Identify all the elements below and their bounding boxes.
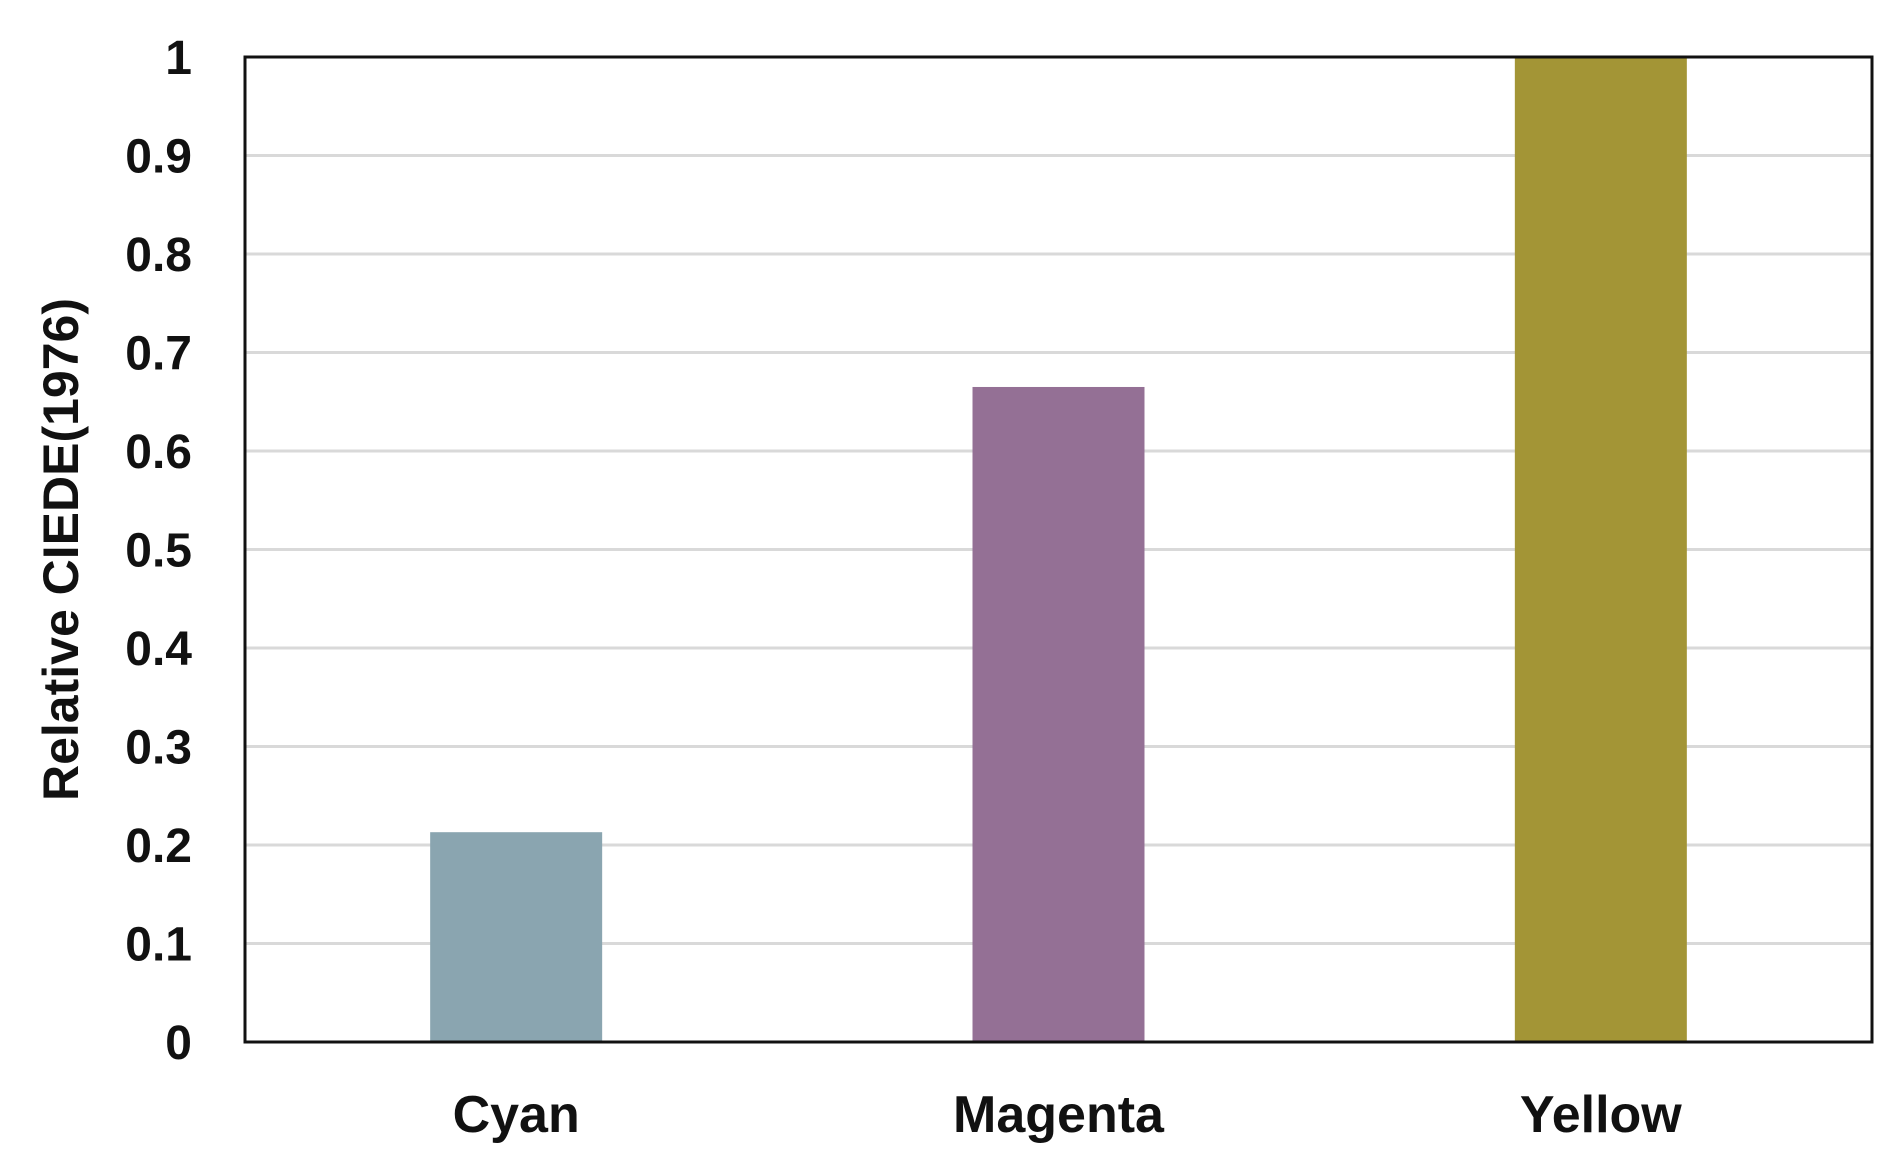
y-tick-label: 0.5 bbox=[125, 525, 192, 578]
bars bbox=[430, 57, 1687, 1043]
y-tick-label: 0 bbox=[165, 1017, 192, 1070]
y-tick-label: 0.1 bbox=[125, 919, 192, 972]
y-tick-label: 0.7 bbox=[125, 328, 192, 381]
y-axis-label: Relative CIEDE(1976) bbox=[33, 298, 89, 801]
x-tick-label: Magenta bbox=[953, 1086, 1165, 1144]
x-tick-labels: Cyan Magenta Yellow bbox=[453, 1086, 1683, 1144]
bar-cyan bbox=[430, 832, 603, 1042]
bar-yellow bbox=[1514, 57, 1687, 1042]
x-tick-label: Cyan bbox=[453, 1086, 580, 1144]
y-tick-label: 1 bbox=[165, 32, 192, 85]
y-tick-label: 0.8 bbox=[125, 229, 192, 282]
y-tick-label: 0.6 bbox=[125, 426, 192, 479]
y-tick-label: 0.9 bbox=[125, 131, 192, 184]
y-tick-label: 0.3 bbox=[125, 722, 192, 775]
bar-magenta bbox=[972, 386, 1145, 1043]
y-tick-label: 0.2 bbox=[125, 820, 192, 873]
y-tick-labels: 0 0.1 0.2 0.3 0.4 0.5 0.6 0.7 0.8 0.9 1 bbox=[125, 32, 192, 1070]
plot-frame bbox=[243, 55, 1874, 1044]
y-tick-label: 0.4 bbox=[125, 623, 192, 676]
x-tick-label: Yellow bbox=[1520, 1086, 1682, 1144]
